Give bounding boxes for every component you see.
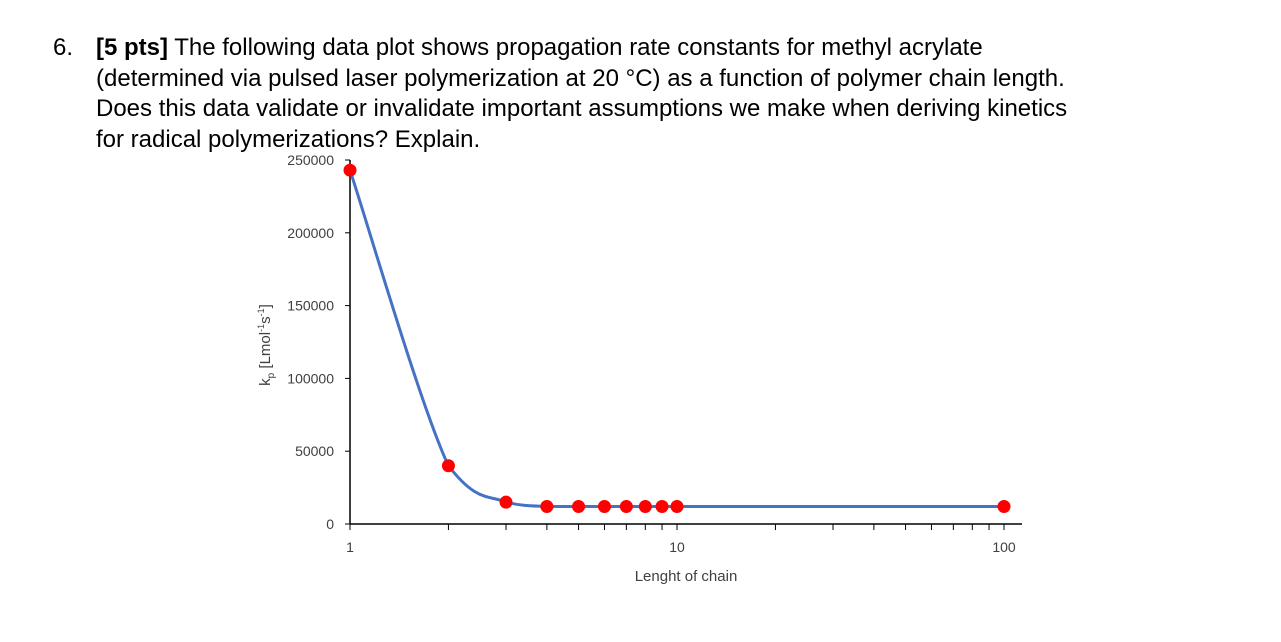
data-point bbox=[572, 500, 586, 514]
x-tick-label: 10 bbox=[669, 539, 685, 555]
y-tick-label: 250000 bbox=[287, 152, 334, 168]
question-number: 6. bbox=[53, 34, 74, 61]
y-axis-title-units-1-sup: -1 bbox=[256, 324, 266, 332]
y-axis-title-units-2: s bbox=[257, 316, 274, 324]
x-axis-title: Lenght of chain bbox=[635, 568, 738, 585]
y-axis-title-sub: p bbox=[266, 372, 277, 378]
chart-axes bbox=[345, 159, 1022, 530]
data-point bbox=[997, 500, 1011, 514]
data-point bbox=[441, 459, 455, 473]
data-point bbox=[597, 500, 611, 514]
question-line-4: for radical polymerizations? Explain. bbox=[96, 125, 481, 153]
y-axis-title-units-1: [Lmol bbox=[257, 332, 274, 373]
data-point bbox=[619, 500, 633, 514]
y-tick-label: 0 bbox=[326, 516, 334, 532]
question-points: [5 pts] bbox=[96, 34, 168, 61]
y-axis-title: kp [Lmol-1s-1] bbox=[256, 304, 277, 386]
data-point bbox=[638, 500, 652, 514]
question-text: [5 pts] The following data plot shows pr… bbox=[96, 33, 1236, 155]
question-line-2: (determined via pulsed laser polymerizat… bbox=[96, 64, 1065, 92]
y-tick-label: 50000 bbox=[295, 443, 334, 459]
question-line-1: [5 pts] The following data plot shows pr… bbox=[96, 33, 1236, 64]
y-axis-title-units-end: ] bbox=[257, 304, 274, 308]
data-point bbox=[499, 495, 513, 509]
fit-curve bbox=[348, 169, 1004, 509]
y-tick-label: 200000 bbox=[287, 225, 334, 241]
question-line-1-text: The following data plot shows propagatio… bbox=[168, 34, 983, 61]
data-point bbox=[343, 163, 357, 177]
data-point bbox=[540, 500, 554, 514]
y-tick-label: 150000 bbox=[287, 298, 334, 314]
x-tick-labels: 1 10 100 bbox=[346, 539, 1016, 555]
y-tick-labels: 0 50000 100000 150000 200000 250000 bbox=[287, 152, 334, 532]
y-axis-title-main: k bbox=[257, 378, 274, 386]
y-axis-title-units-2-sup: -1 bbox=[256, 308, 266, 316]
x-tick-label: 1 bbox=[346, 539, 354, 555]
data-point bbox=[670, 500, 684, 514]
question-line-3: Does this data validate or invalidate im… bbox=[96, 95, 1068, 122]
y-tick-label: 100000 bbox=[287, 370, 334, 386]
data-point bbox=[655, 500, 669, 514]
x-tick-label: 100 bbox=[992, 539, 1016, 555]
data-points bbox=[343, 163, 1011, 514]
